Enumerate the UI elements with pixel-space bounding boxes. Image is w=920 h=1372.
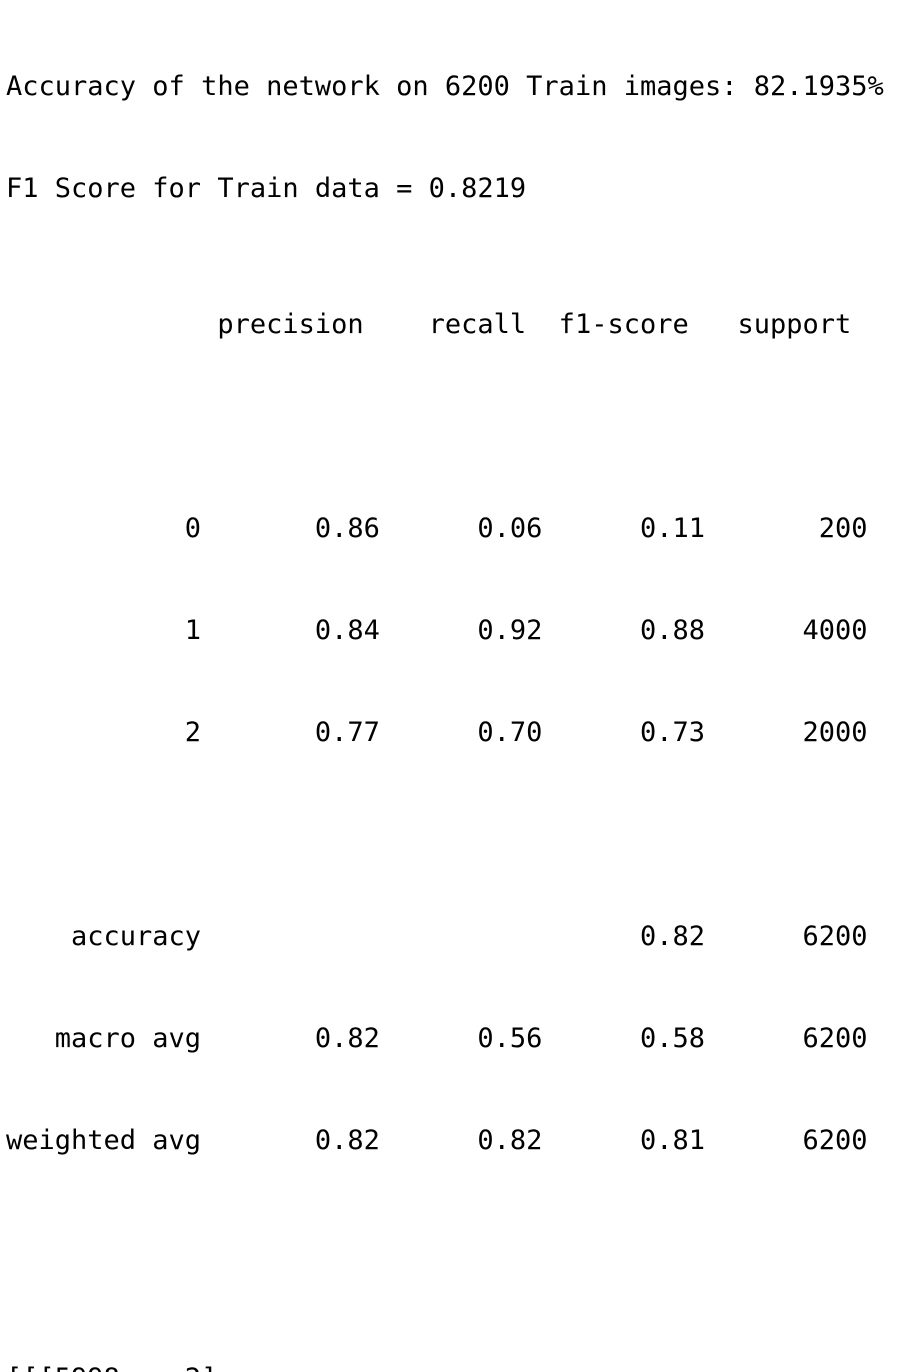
blank-line [6, 1226, 916, 1260]
report-row-class-1: 1 0.84 0.92 0.88 4000 [6, 615, 868, 646]
classification-report-header: precision recall f1-score support [6, 309, 852, 340]
confusion-matrix-0-row-1: [[[5998 2] [6, 1362, 916, 1372]
blank-line [6, 818, 916, 852]
console-output: Accuracy of the network on 6200 Train im… [6, 2, 916, 1372]
report-row-class-0: 0 0.86 0.06 0.11 200 [6, 513, 868, 544]
report-row-weighted-avg: weighted avg 0.82 0.82 0.81 6200 [6, 1125, 868, 1156]
f1-score-line: F1 Score for Train data = 0.8219 [6, 173, 527, 204]
report-row-class-2: 2 0.77 0.70 0.73 2000 [6, 717, 868, 748]
report-row-accuracy: accuracy 0.82 6200 [6, 921, 868, 952]
blank-line [6, 410, 916, 444]
report-row-macro-avg: macro avg 0.82 0.56 0.58 6200 [6, 1023, 868, 1054]
accuracy-line: Accuracy of the network on 6200 Train im… [6, 71, 884, 102]
